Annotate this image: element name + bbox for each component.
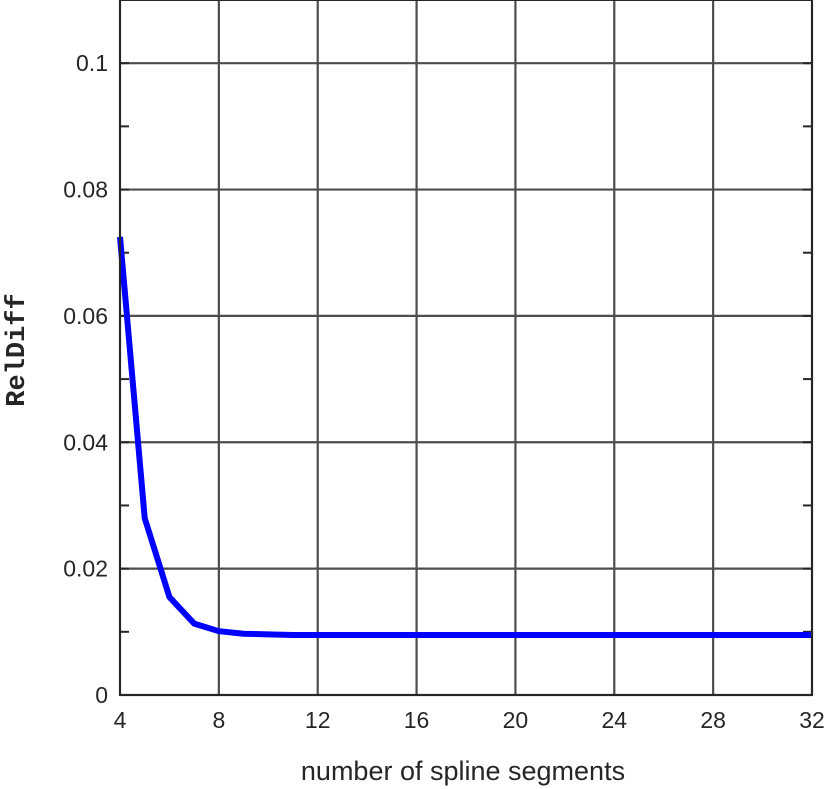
y-tick-label: 0.06 — [63, 303, 108, 329]
y-tick-label: 0.08 — [63, 177, 108, 203]
plot-frame — [119, 0, 813, 696]
x-tick-labels: 4 8 12 16 20 24 28 32 — [114, 707, 825, 733]
x-tick-label: 4 — [114, 707, 127, 733]
y-tick-labels: 0 0.02 0.04 0.06 0.08 0.1 — [63, 50, 108, 708]
y-axis-title: RelDiff — [3, 293, 33, 406]
series-line — [117, 236, 812, 638]
x-axis-title: number of spline segments — [301, 756, 625, 786]
y-tick-label: 0.1 — [76, 50, 108, 76]
y-tick-label: 0 — [95, 682, 108, 708]
y-tick-label: 0.02 — [63, 556, 108, 582]
x-tick-label: 16 — [404, 707, 430, 733]
data-series — [117, 236, 812, 638]
x-tick-label: 12 — [305, 707, 331, 733]
x-tick-label: 28 — [700, 707, 726, 733]
x-tick-label: 20 — [503, 707, 529, 733]
y-tick-label: 0.04 — [63, 429, 108, 455]
plot-background — [120, 0, 812, 695]
grid-lines — [118, 0, 814, 697]
x-tick-label: 8 — [212, 707, 225, 733]
x-tick-label: 24 — [601, 707, 627, 733]
x-tick-label: 32 — [799, 707, 825, 733]
